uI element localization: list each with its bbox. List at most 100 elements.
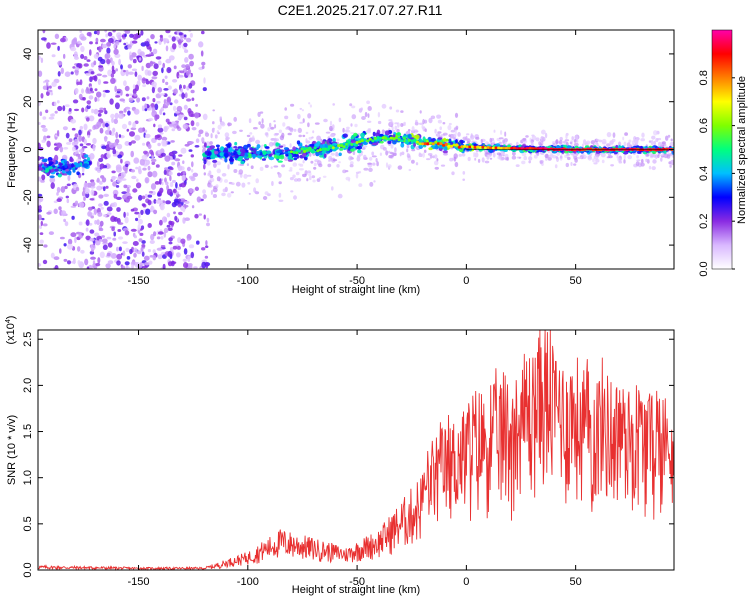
heatmap-cell — [555, 139, 559, 145]
heatmap-cell — [641, 159, 644, 164]
heatmap-cell — [164, 75, 168, 79]
heatmap-cell — [671, 154, 674, 158]
heatmap-cell — [46, 211, 52, 215]
heatmap-cell — [285, 127, 290, 130]
heatmap-cell — [293, 178, 299, 182]
heatmap-cell — [59, 236, 65, 240]
heatmap-cell — [207, 151, 212, 156]
heatmap-cell — [262, 196, 268, 200]
heatmap-cell — [406, 148, 409, 153]
heatmap-cell — [601, 138, 607, 144]
heatmap-cell — [111, 60, 115, 66]
heatmap-cell — [372, 131, 376, 137]
heatmap-cell — [111, 175, 116, 181]
heatmap-cell — [326, 139, 330, 145]
x-tick-label: -150 — [128, 275, 150, 287]
heatmap-cell — [120, 171, 126, 178]
heatmap-ridge-cell — [371, 139, 375, 143]
colorbar-tick-label: 0.2 — [698, 214, 710, 229]
heatmap-cell — [436, 114, 442, 119]
heatmap-cell — [322, 175, 327, 178]
heatmap-cell — [38, 70, 43, 77]
heatmap-cell — [440, 164, 446, 167]
heatmap-ridge-cell — [394, 136, 398, 140]
heatmap-cell — [216, 176, 221, 182]
x-tick-label: -100 — [237, 576, 259, 588]
heatmap-cell — [239, 148, 244, 153]
heatmap-cell — [88, 129, 92, 132]
heatmap-cell — [250, 137, 255, 142]
heatmap-cell — [67, 238, 73, 245]
heatmap-cell — [41, 217, 45, 221]
heatmap-cell — [442, 132, 448, 136]
heatmap-cell — [166, 212, 171, 218]
heatmap-cell — [176, 105, 183, 113]
heatmap-cell — [74, 133, 79, 138]
heatmap-cell — [92, 144, 96, 152]
heatmap-cell — [396, 128, 400, 133]
heatmap-cell — [63, 243, 67, 247]
heatmap-cell — [447, 125, 452, 131]
heatmap-ridge-cell — [491, 146, 496, 150]
heatmap-cell — [124, 85, 130, 92]
heatmap-cell — [117, 229, 122, 232]
heatmap-cell — [89, 198, 95, 201]
heatmap-cell — [174, 111, 180, 114]
heatmap-cell — [590, 140, 596, 145]
heatmap-cell — [155, 199, 162, 204]
heatmap-cell — [81, 172, 85, 176]
heatmap-cell — [142, 265, 148, 269]
heatmap-cell — [128, 121, 132, 126]
heatmap-ridge-cell — [499, 146, 503, 150]
heatmap-cell — [99, 163, 105, 169]
heatmap-cell — [171, 36, 176, 42]
heatmap-ridge-cell — [326, 148, 330, 151]
heatmap-ridge-cell — [463, 144, 467, 148]
heatmap-cell — [38, 122, 41, 125]
heatmap-ridge-cell — [350, 143, 354, 146]
heatmap-cell — [184, 217, 190, 221]
heatmap-cell — [176, 194, 181, 197]
heatmap-cell — [134, 71, 138, 77]
heatmap-cell — [78, 149, 84, 153]
heatmap-ridge-cell — [297, 149, 301, 153]
heatmap-cell — [80, 152, 84, 156]
heatmap-cell — [182, 160, 185, 164]
heatmap-cell — [171, 161, 176, 166]
heatmap-cell — [71, 38, 78, 45]
heatmap-cell — [220, 146, 225, 151]
heatmap-cell — [583, 139, 587, 145]
heatmap-cell — [448, 138, 452, 144]
heatmap-cell — [406, 144, 410, 149]
heatmap-cell — [163, 227, 169, 233]
heatmap-cell — [573, 155, 578, 160]
heatmap-cell — [141, 251, 145, 257]
heatmap-cell — [298, 134, 303, 138]
heatmap-cell — [98, 46, 102, 53]
heatmap-cell — [123, 69, 126, 73]
heatmap-cell — [104, 129, 111, 135]
heatmap-cell — [345, 170, 349, 173]
heatmap-ridge-cell — [512, 146, 517, 150]
heatmap-cell — [361, 147, 366, 150]
heatmap-cell — [53, 101, 57, 107]
heatmap-cell — [116, 246, 119, 252]
heatmap-cell — [194, 145, 200, 148]
heatmap-cell — [99, 127, 104, 134]
heatmap-cell — [381, 103, 387, 109]
heatmap-cell — [123, 42, 127, 46]
y-tick-label: 2.5 — [22, 332, 34, 347]
heatmap-cell — [212, 194, 217, 198]
heatmap-cell — [95, 37, 99, 43]
heatmap-cell — [50, 92, 54, 96]
heatmap-ridge-cell — [502, 146, 506, 150]
heatmap-cell — [117, 154, 123, 159]
heatmap-cell — [369, 181, 374, 187]
heatmap-cell — [282, 122, 286, 127]
heatmap-cell — [63, 147, 69, 150]
heatmap-cell — [54, 110, 58, 114]
heatmap-cell — [163, 99, 167, 104]
heatmap-cell — [195, 122, 200, 127]
heatmap-cell — [41, 174, 46, 181]
heatmap-cell — [153, 63, 159, 70]
